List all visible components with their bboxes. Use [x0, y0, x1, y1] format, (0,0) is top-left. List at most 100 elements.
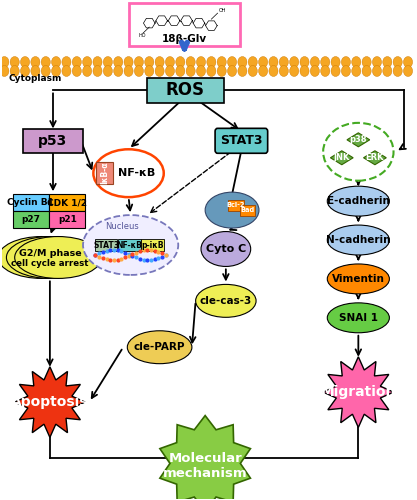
Text: E-cadherin: E-cadherin: [327, 196, 390, 206]
Circle shape: [83, 56, 92, 68]
Text: STAT3: STAT3: [93, 240, 119, 250]
Circle shape: [342, 56, 350, 68]
Text: p-iκB: p-iκB: [141, 240, 164, 250]
Circle shape: [393, 66, 402, 76]
Text: Migration: Migration: [321, 385, 396, 399]
Circle shape: [228, 56, 236, 68]
Circle shape: [155, 56, 164, 68]
FancyBboxPatch shape: [128, 3, 240, 45]
Text: OH: OH: [219, 8, 226, 13]
FancyBboxPatch shape: [96, 162, 113, 184]
Text: NF-κB: NF-κB: [116, 240, 142, 250]
Circle shape: [290, 56, 299, 68]
Circle shape: [52, 56, 60, 68]
Circle shape: [383, 66, 392, 76]
Text: G2/M phase: G2/M phase: [19, 249, 81, 258]
Circle shape: [279, 66, 289, 76]
Circle shape: [372, 56, 382, 68]
Circle shape: [248, 66, 257, 76]
FancyBboxPatch shape: [240, 204, 255, 216]
Text: Cyto C: Cyto C: [206, 244, 246, 254]
Circle shape: [103, 66, 113, 76]
Circle shape: [103, 56, 113, 68]
Circle shape: [62, 56, 71, 68]
Polygon shape: [15, 366, 85, 438]
Circle shape: [166, 66, 174, 76]
Text: cle-cas-3: cle-cas-3: [200, 296, 252, 306]
Ellipse shape: [205, 192, 259, 228]
Text: Vimentin: Vimentin: [332, 274, 385, 284]
Circle shape: [155, 66, 164, 76]
Circle shape: [279, 56, 289, 68]
Circle shape: [342, 66, 350, 76]
FancyBboxPatch shape: [50, 194, 85, 211]
Circle shape: [331, 66, 340, 76]
Ellipse shape: [327, 303, 389, 333]
Circle shape: [207, 56, 216, 68]
Ellipse shape: [83, 215, 178, 275]
Circle shape: [321, 56, 330, 68]
Circle shape: [0, 66, 9, 76]
Circle shape: [134, 56, 143, 68]
Circle shape: [228, 66, 236, 76]
Text: p38: p38: [349, 136, 367, 144]
Circle shape: [310, 56, 319, 68]
Ellipse shape: [327, 264, 389, 294]
FancyBboxPatch shape: [13, 211, 49, 228]
Text: cell cycle arrest: cell cycle arrest: [11, 259, 89, 268]
Text: 18β-Glv: 18β-Glv: [162, 34, 207, 44]
Circle shape: [404, 66, 412, 76]
Circle shape: [238, 66, 247, 76]
Text: ERK: ERK: [366, 154, 384, 162]
Text: Bad: Bad: [241, 207, 255, 213]
Text: CDK 1/2: CDK 1/2: [48, 198, 88, 207]
Text: Bcl-2: Bcl-2: [226, 202, 245, 208]
FancyBboxPatch shape: [23, 129, 83, 153]
Circle shape: [72, 66, 81, 76]
FancyBboxPatch shape: [50, 211, 85, 228]
Polygon shape: [347, 133, 370, 147]
Circle shape: [238, 56, 247, 68]
FancyBboxPatch shape: [141, 238, 164, 252]
Circle shape: [186, 56, 195, 68]
Circle shape: [20, 66, 30, 76]
FancyBboxPatch shape: [13, 194, 49, 211]
Polygon shape: [330, 151, 353, 164]
Circle shape: [321, 66, 330, 76]
Circle shape: [404, 56, 412, 68]
Ellipse shape: [6, 236, 93, 279]
Ellipse shape: [93, 150, 164, 197]
FancyBboxPatch shape: [215, 128, 268, 154]
Circle shape: [41, 56, 50, 68]
Ellipse shape: [196, 284, 256, 318]
Circle shape: [72, 56, 81, 68]
Text: p53: p53: [38, 134, 68, 148]
FancyBboxPatch shape: [147, 78, 224, 103]
Circle shape: [207, 66, 216, 76]
Circle shape: [124, 66, 133, 76]
Circle shape: [269, 56, 278, 68]
Ellipse shape: [327, 186, 389, 216]
Polygon shape: [160, 416, 251, 500]
Ellipse shape: [201, 232, 251, 266]
FancyBboxPatch shape: [118, 238, 141, 252]
Circle shape: [310, 66, 319, 76]
Circle shape: [362, 56, 371, 68]
Circle shape: [62, 66, 71, 76]
Ellipse shape: [15, 236, 102, 279]
Circle shape: [217, 66, 226, 76]
Text: Nucleus: Nucleus: [106, 222, 139, 230]
Circle shape: [372, 66, 382, 76]
Text: ROS: ROS: [166, 82, 205, 100]
Circle shape: [300, 56, 309, 68]
Circle shape: [362, 66, 371, 76]
Circle shape: [145, 56, 154, 68]
Text: IκB-α: IκB-α: [100, 162, 109, 184]
Circle shape: [383, 56, 392, 68]
Text: STAT3: STAT3: [220, 134, 263, 147]
Circle shape: [290, 66, 299, 76]
Circle shape: [20, 56, 30, 68]
Circle shape: [331, 56, 340, 68]
Circle shape: [259, 56, 268, 68]
Circle shape: [196, 66, 206, 76]
